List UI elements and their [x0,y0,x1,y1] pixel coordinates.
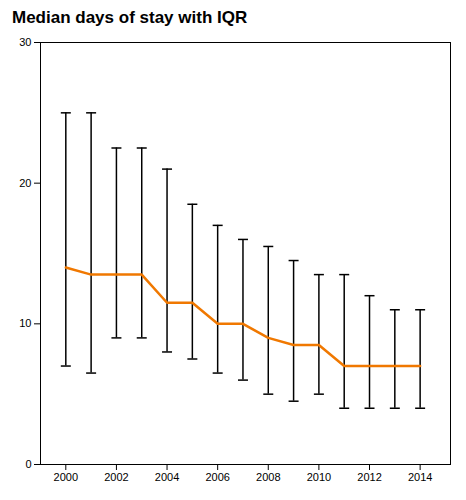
svg-text:2002: 2002 [104,471,128,483]
svg-text:2008: 2008 [256,471,280,483]
svg-text:2000: 2000 [54,471,78,483]
svg-text:30: 30 [19,36,31,48]
svg-text:2004: 2004 [155,471,179,483]
svg-text:2010: 2010 [307,471,331,483]
svg-text:2012: 2012 [357,471,381,483]
svg-text:20: 20 [19,177,31,189]
svg-text:10: 10 [19,317,31,329]
svg-text:2014: 2014 [408,471,432,483]
html-text:Median days of stay with IQR: Median days of stay with IQR [12,8,248,27]
svg-text:2006: 2006 [205,471,229,483]
svg-text:0: 0 [25,458,31,470]
